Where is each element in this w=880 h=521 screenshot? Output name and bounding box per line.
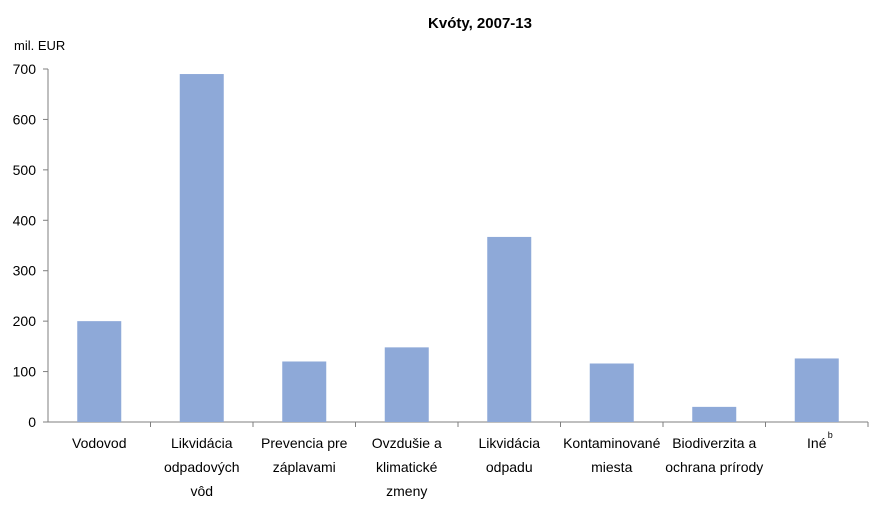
x-category-label: Ovzdušie a [372, 435, 442, 451]
x-category-label: Likvidácia [171, 435, 233, 451]
y-axis-ticks: 0 100 200 300 400 500 600 700 [13, 61, 48, 430]
x-category-label: miesta [591, 459, 632, 475]
category-footnote-marker: b [828, 430, 833, 440]
x-category-label: Biodiverzita a [672, 435, 756, 451]
y-tick-label: 600 [13, 111, 37, 127]
x-category-label: klimatické [376, 459, 438, 475]
x-category-label: Prevencia pre [261, 435, 348, 451]
x-category-label: Vodovod [72, 435, 127, 451]
y-tick-label: 500 [13, 162, 37, 178]
bar [589, 363, 634, 422]
y-tick-label: 100 [13, 364, 37, 380]
category-labels: Vodovod Likvidácia odpadových vôd Prevencia … [72, 430, 833, 499]
x-category-label: Kontaminované [563, 435, 661, 451]
y-tick-label: 300 [13, 263, 37, 279]
chart-title: Kvóty, 2007-13 [428, 15, 532, 32]
bar [77, 321, 122, 422]
y-tick-label: 700 [13, 61, 37, 77]
x-category-label: zmeny [386, 483, 427, 499]
x-category-label: Likvidácia [479, 435, 541, 451]
bar [487, 236, 532, 422]
x-category-label: ochrana prírody [665, 459, 763, 475]
bar [384, 347, 429, 422]
x-category-label: Iné [807, 435, 827, 451]
bar [282, 361, 327, 422]
x-category-label: odpadu [486, 459, 533, 475]
x-category-label: odpadových [164, 459, 240, 475]
x-category-label: záplavami [273, 459, 336, 475]
bar [794, 358, 839, 422]
y-tick-label: 400 [13, 212, 37, 228]
y-tick-label: 200 [13, 313, 37, 329]
bar [692, 406, 737, 422]
bar [179, 74, 224, 423]
bars-group [77, 74, 869, 427]
y-axis-unit-label: mil. EUR [14, 38, 65, 53]
x-category-label: vôd [190, 483, 213, 499]
y-tick-label: 0 [28, 414, 36, 430]
